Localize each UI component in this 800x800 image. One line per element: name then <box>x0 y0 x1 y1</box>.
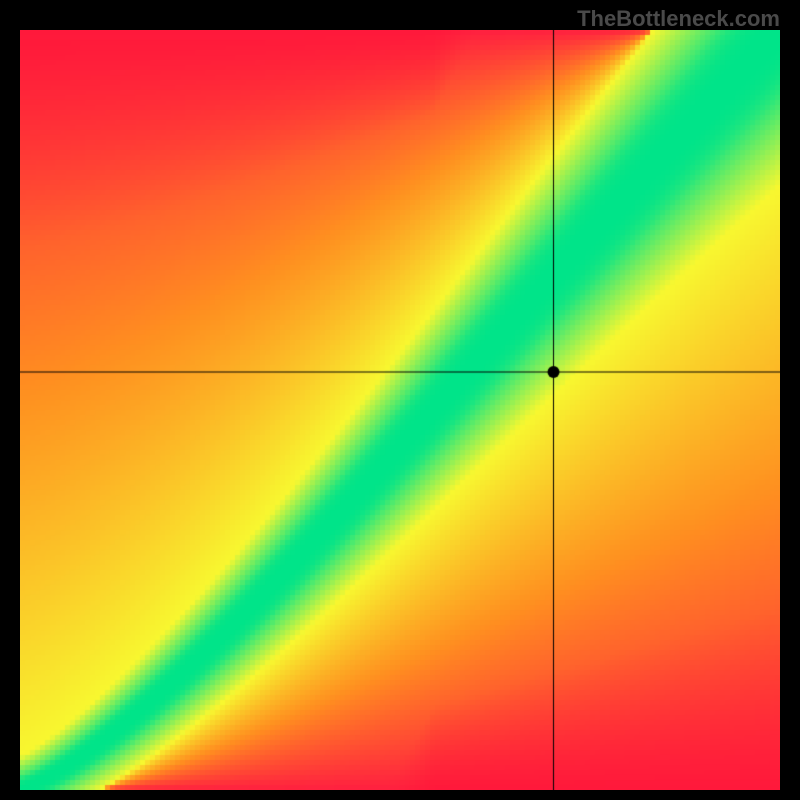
watermark-text: TheBottleneck.com <box>577 6 780 32</box>
heatmap-canvas <box>20 30 780 790</box>
plot-area <box>20 30 780 790</box>
chart-container: TheBottleneck.com <box>0 0 800 800</box>
